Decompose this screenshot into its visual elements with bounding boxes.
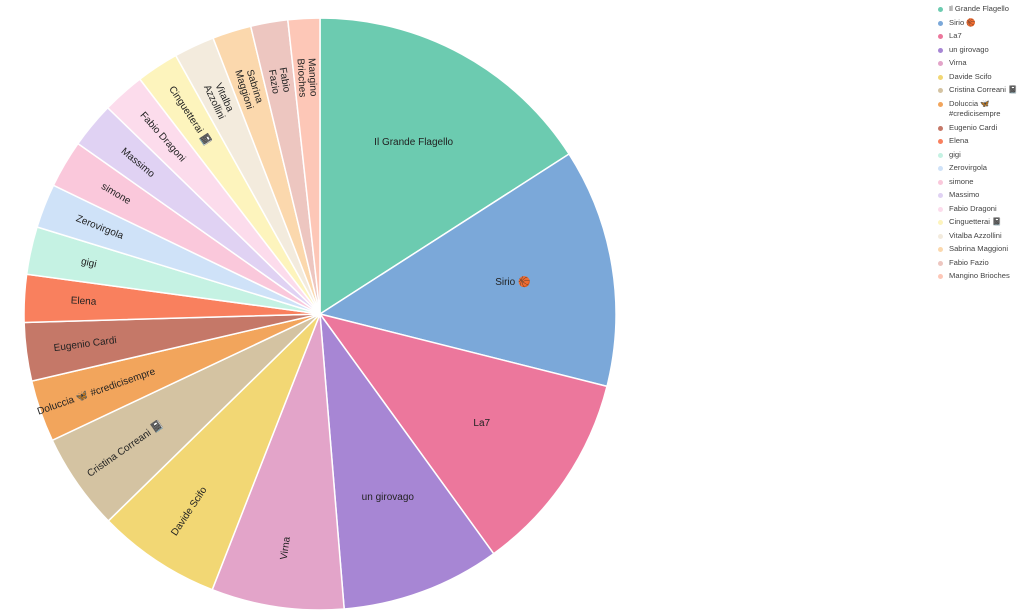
legend-label: La7 [949, 31, 962, 40]
legend-item[interactable]: Fabio Dragoni [936, 204, 1024, 215]
legend-color-swatch [938, 125, 943, 131]
legend-item[interactable]: Vitalba Azzollini [936, 231, 1024, 242]
legend-item[interactable]: Il Grande Flagello [936, 4, 1024, 15]
legend-color-swatch [938, 274, 943, 279]
legend-label: Virna [949, 58, 967, 67]
legend-item[interactable]: un girovago [936, 45, 1024, 56]
pie-slice-label: Elena [70, 295, 97, 307]
legend-item[interactable]: Davide Scifo [936, 72, 1024, 83]
legend-item[interactable]: Eugenio Cardi [936, 123, 1024, 134]
legend-label: Cristina Correani 📓 [949, 85, 1018, 94]
legend-color-swatch [938, 220, 943, 225]
pie-slice-label: FabioFazio [266, 67, 292, 96]
legend-item[interactable]: Massimo [936, 190, 1024, 201]
legend-label: simone [949, 176, 974, 186]
legend-color-swatch [938, 206, 943, 212]
legend-item[interactable]: Cristina Correani 📓 [936, 85, 1024, 96]
legend-color-swatch [938, 101, 943, 107]
legend-item[interactable]: Zerovirgola [936, 163, 1024, 174]
pie-slice-label: gigi [80, 256, 98, 270]
pie-slice-davide-scifo[interactable] [107, 313, 321, 591]
legend-item[interactable]: Doluccia 🦋 #credicisempre [936, 99, 1024, 120]
pie-slice-mangino-brioches[interactable] [286, 17, 321, 315]
legend-color-swatch [938, 139, 943, 144]
legend-item[interactable]: Cinguetterai 📓 [936, 217, 1024, 228]
legend-color-swatch [938, 179, 943, 185]
legend-color-swatch [938, 47, 943, 53]
legend-color-swatch [938, 34, 943, 39]
legend-label: Zerovirgola [949, 163, 987, 172]
legend-label: Mangino Brioches [949, 271, 1010, 280]
pie-slice-label: Sirio 🏀 [495, 275, 531, 288]
pie-slice-label: ManginoBrioches [295, 58, 319, 98]
pie-slice-un-girovago[interactable] [319, 311, 495, 610]
pie-slice-label: un girovago [362, 492, 415, 503]
legend-label: Massimo [949, 190, 980, 199]
legend-label: Doluccia 🦋 #credicisempre [949, 98, 1001, 119]
legend-label: Sabrina Maggioni [949, 244, 1009, 253]
legend-color-swatch [938, 247, 943, 252]
legend-color-swatch [938, 88, 943, 93]
chart-legend: Il Grande Flagello Sirio 🏀 La7 un girovago V… [936, 4, 1024, 285]
legend-label: un girovago [949, 44, 989, 54]
legend-color-swatch [938, 74, 943, 80]
pie-slices [23, 17, 617, 611]
legend-color-swatch [938, 7, 943, 12]
legend-label: gigi [949, 149, 961, 159]
pie-slice-label: Il Grande Flagello [374, 137, 453, 148]
legend-item[interactable]: simone [936, 177, 1024, 188]
legend-label: Sirio 🏀 [949, 17, 976, 27]
legend-color-swatch [938, 193, 943, 198]
pie-slice-virna[interactable] [211, 313, 345, 611]
legend-item[interactable]: Sirio 🏀 [936, 18, 1024, 29]
legend-item[interactable]: Elena [936, 136, 1024, 147]
legend-label: Eugenio Cardi [949, 122, 998, 132]
legend-label: Davide Scifo [949, 71, 992, 81]
legend-item[interactable]: Sabrina Maggioni [936, 244, 1024, 255]
pie-slice-label: Virna [279, 536, 293, 561]
legend-label: Il Grande Flagello [949, 4, 1009, 13]
legend-label: Vitalba Azzollini [949, 230, 1002, 240]
pie-slice-il-grande-flagello[interactable] [319, 17, 571, 316]
legend-color-swatch [938, 166, 943, 171]
legend-label: Fabio Fazio [949, 257, 989, 267]
pie-slice-label: La7 [473, 418, 490, 429]
legend-label: Elena [949, 136, 969, 145]
legend-color-swatch [938, 61, 943, 66]
legend-color-swatch [938, 233, 943, 239]
legend-label: Cinguetterai 📓 [949, 217, 1002, 226]
legend-item[interactable]: La7 [936, 31, 1024, 42]
legend-color-swatch [938, 152, 943, 158]
legend-item[interactable]: gigi [936, 150, 1024, 161]
pie-slice-sirio[interactable] [318, 152, 617, 388]
legend-color-swatch [938, 260, 943, 266]
legend-item[interactable]: Fabio Fazio [936, 258, 1024, 269]
pie-slice-la7[interactable] [318, 312, 608, 555]
legend-color-swatch [938, 20, 943, 26]
legend-item[interactable]: Mangino Brioches [936, 271, 1024, 282]
legend-item[interactable]: Virna [936, 58, 1024, 69]
legend-label: Fabio Dragoni [949, 203, 997, 213]
